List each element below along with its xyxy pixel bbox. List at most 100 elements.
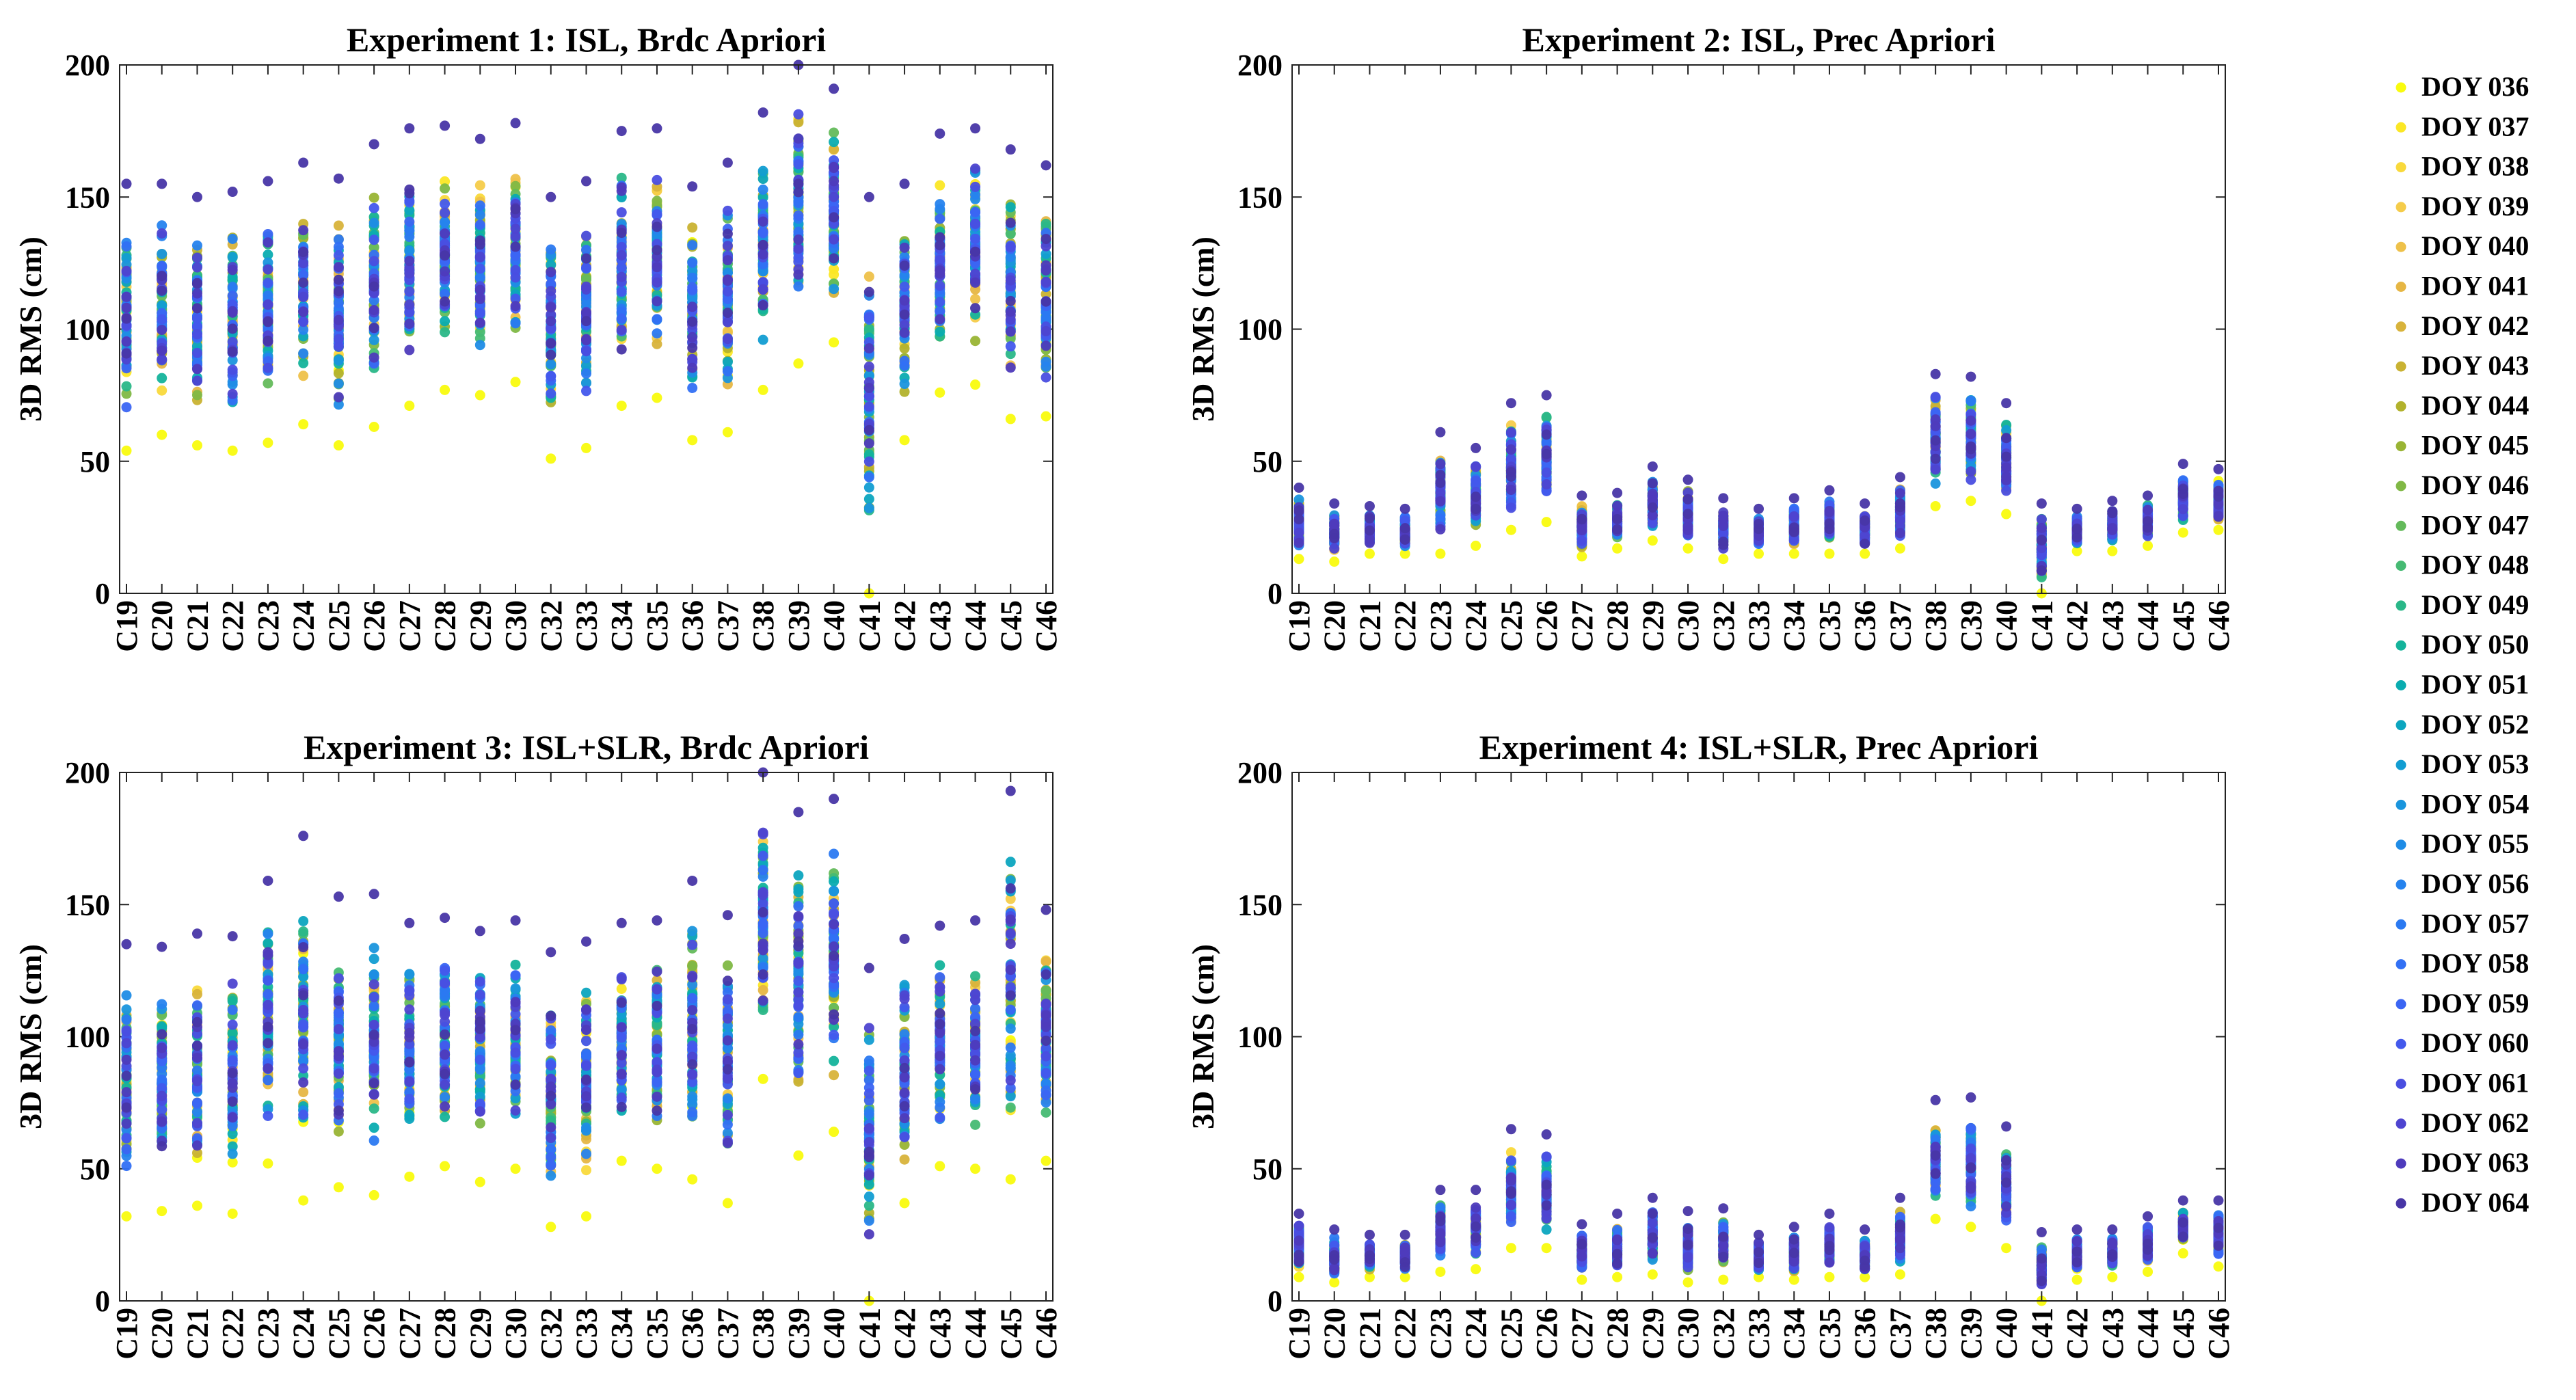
data-point <box>510 272 521 283</box>
data-point <box>616 250 627 260</box>
data-point <box>333 355 344 366</box>
data-point <box>863 323 874 334</box>
data-point <box>404 245 415 256</box>
data-point <box>687 332 698 342</box>
x-tick-label: C22 <box>216 600 250 652</box>
data-point <box>333 334 344 345</box>
data-point <box>121 445 132 456</box>
data-point <box>2001 398 2012 409</box>
data-point <box>121 1026 132 1037</box>
data-point <box>1435 459 1446 470</box>
data-point <box>899 178 910 189</box>
data-point <box>935 240 945 251</box>
data-point <box>368 422 379 433</box>
scatter-points <box>1293 368 2224 599</box>
data-point <box>191 313 202 324</box>
data-point <box>546 388 556 399</box>
x-tick-label: C40 <box>1990 600 2024 652</box>
data-point <box>121 348 132 359</box>
x-tick-label: C45 <box>994 600 1028 652</box>
data-point <box>687 342 698 353</box>
data-point <box>1754 548 1764 559</box>
data-point <box>829 176 840 187</box>
data-point <box>510 318 521 329</box>
data-point <box>404 216 415 227</box>
y-tick-label: 50 <box>80 445 110 479</box>
x-tick-label: C21 <box>180 600 214 652</box>
data-point <box>616 401 627 412</box>
data-point <box>1435 427 1446 438</box>
data-point <box>863 401 874 412</box>
data-point <box>404 401 415 412</box>
data-point <box>863 456 874 467</box>
data-point <box>298 348 309 359</box>
data-point <box>1005 414 1016 425</box>
data-point <box>157 220 167 231</box>
data-point <box>157 271 167 282</box>
data-point <box>2107 508 2118 519</box>
data-point <box>440 327 451 338</box>
data-point <box>722 241 733 252</box>
data-point <box>652 296 662 307</box>
data-point <box>722 205 733 216</box>
data-point <box>474 200 485 211</box>
data-point <box>2143 516 2154 527</box>
data-point <box>1399 523 1410 534</box>
data-point <box>298 291 309 302</box>
data-point <box>757 199 768 210</box>
data-point <box>510 231 521 242</box>
data-point <box>404 205 415 216</box>
x-tick-label: C26 <box>1530 600 1564 652</box>
y-axis-label: 3D RMS (cm) <box>1185 237 1220 422</box>
x-tick-label: C46 <box>2202 600 2236 652</box>
data-point <box>652 123 662 134</box>
data-point <box>757 284 768 295</box>
data-point <box>722 157 733 168</box>
data-point <box>757 184 768 195</box>
data-point <box>1894 498 1905 509</box>
data-point <box>1860 538 1870 549</box>
data-point <box>440 296 451 307</box>
data-point <box>263 335 273 346</box>
data-point <box>2001 485 2012 496</box>
data-point <box>581 316 591 327</box>
data-point <box>581 253 591 264</box>
data-point <box>1930 414 1941 425</box>
data-point <box>157 325 167 336</box>
data-point <box>1399 534 1410 545</box>
data-point <box>2177 527 2188 538</box>
data-point <box>333 220 344 231</box>
data-point <box>863 494 874 504</box>
data-point <box>970 163 981 174</box>
data-point <box>2036 498 2047 509</box>
data-point <box>829 144 840 154</box>
data-point <box>722 228 733 239</box>
x-tick-label: C36 <box>676 600 710 652</box>
data-point <box>157 373 167 383</box>
data-point <box>546 316 556 327</box>
data-point <box>2213 485 2224 496</box>
data-point <box>298 247 309 258</box>
data-point <box>474 252 485 262</box>
data-point <box>581 386 591 396</box>
data-point <box>227 346 238 357</box>
data-point <box>1682 543 1693 554</box>
data-point <box>1005 202 1016 213</box>
data-point <box>687 284 698 295</box>
data-point <box>1471 540 1481 551</box>
data-point <box>793 109 804 120</box>
data-point <box>263 228 273 239</box>
data-point <box>121 336 132 347</box>
x-tick-label: C40 <box>818 600 851 652</box>
data-point <box>121 1144 132 1155</box>
data-point <box>652 196 662 206</box>
data-point <box>298 316 309 327</box>
data-point <box>2107 496 2118 507</box>
data-point <box>1041 296 1051 307</box>
data-point <box>970 181 981 192</box>
data-point <box>1005 326 1016 337</box>
data-point <box>2143 540 2154 551</box>
x-tick-label: C34 <box>605 600 639 652</box>
x-tick-label: C30 <box>499 600 533 652</box>
data-point <box>227 388 238 399</box>
